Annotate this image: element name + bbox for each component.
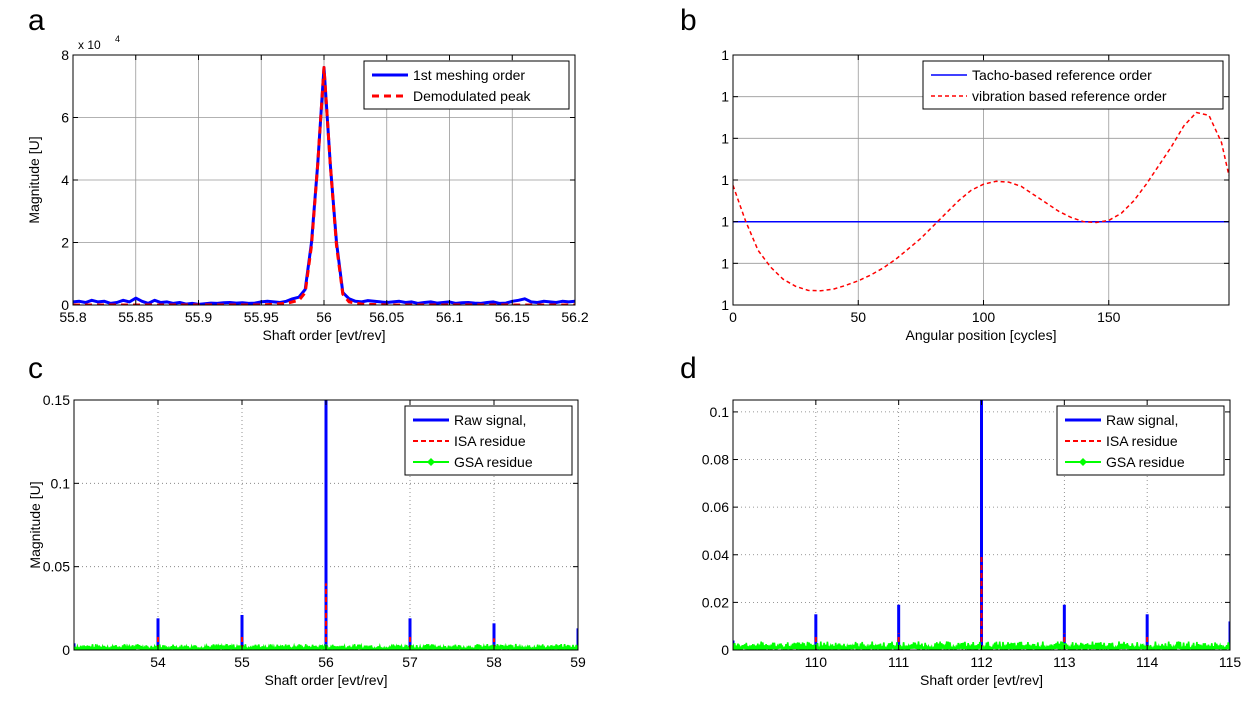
y-tick-label: 1 [721, 255, 729, 271]
y-tick-label: 1 [721, 172, 729, 188]
panel-letter: c [28, 352, 43, 385]
x-tick-label: 56.1 [436, 309, 463, 325]
y-tick-label: 1 [721, 47, 729, 63]
x-tick-label: 150 [1097, 309, 1121, 325]
legend-label: Raw signal, [454, 412, 526, 428]
y-tick-label: 6 [61, 110, 69, 126]
legend-box [363, 60, 570, 110]
y-tick-label: 0.04 [702, 547, 729, 563]
series-group [733, 111, 1229, 292]
x-tick-label: 56.2 [561, 309, 588, 325]
x-tick-label: 0 [729, 309, 737, 325]
legend-label: Tacho-based reference order [972, 67, 1152, 83]
y-tick-label: 0 [62, 642, 70, 658]
legend: Raw signal, ISA residue GSA residue [1056, 405, 1225, 476]
legend-label: ISA residue [1106, 433, 1178, 449]
x-tick-label: 55.85 [118, 309, 153, 325]
legend-label: vibration based reference order [972, 88, 1167, 104]
x-tick-label: 58 [486, 654, 502, 670]
x-tick-label: 57 [402, 654, 418, 670]
y-tick-label: 1 [721, 297, 729, 313]
legend-label: 1st meshing order [413, 67, 525, 83]
y-tick-label: 0 [61, 297, 69, 313]
y-tick-label: 0.1 [51, 475, 71, 491]
y-axis-label: Magnitude [U] [27, 481, 43, 568]
legend-label: GSA residue [1106, 454, 1185, 470]
x-tick-label: 56.05 [369, 309, 404, 325]
x-axis-label: Shaft order [evt/rev] [263, 327, 386, 343]
y-tick-label: 8 [61, 47, 69, 63]
x-tick-label: 114 [1136, 654, 1159, 670]
y-tick-label: 0.1 [710, 404, 730, 420]
x-tick-label: 55.95 [244, 309, 279, 325]
y-tick-label: 0.05 [43, 559, 70, 575]
y-tick-label: 4 [61, 172, 69, 188]
x-tick-label: 56 [318, 654, 334, 670]
series-vibration-based-reference-order-line [733, 111, 1229, 292]
legend-label: Raw signal, [1106, 412, 1178, 428]
y-tick-label: 0.06 [702, 499, 729, 515]
series-group [73, 66, 575, 305]
panel-letter: d [680, 352, 697, 385]
x-axis-label: Angular position [cycles] [906, 327, 1057, 343]
x-tick-label: 55.8 [59, 309, 86, 325]
legend-marker [1079, 458, 1087, 466]
x-tick-label: 56 [316, 309, 332, 325]
y-tick-label: 2 [61, 235, 69, 251]
x-tick-label: 100 [972, 309, 996, 325]
y-tick-label: 0.02 [702, 594, 729, 610]
x-tick-label: 111 [888, 654, 909, 670]
x-tick-label: 55 [234, 654, 250, 670]
x-tick-label: 55.9 [185, 309, 212, 325]
legend-label: Demodulated peak [413, 88, 532, 104]
x-tick-label: 115 [1219, 654, 1242, 670]
legend-box [922, 60, 1224, 110]
x-tick-label: 112 [970, 654, 993, 670]
panel-c: c 54 55 56 57 58 59 0 0.05 0.1 0.15 Shaft order [ev… [27, 352, 586, 688]
y-multiplier-exponent: 4 [115, 34, 120, 44]
y-tick-label: 1 [721, 214, 729, 230]
x-tick-label: 113 [1053, 654, 1076, 670]
series-demodulated-peak-line [73, 66, 575, 305]
x-axis-label: Shaft order [evt/rev] [265, 672, 388, 688]
legend-label: ISA residue [454, 433, 526, 449]
x-tick-label: 59 [570, 654, 586, 670]
y-tick-label: 0 [721, 642, 729, 658]
y-tick-label: 0.15 [43, 392, 70, 408]
x-tick-label: 54 [150, 654, 166, 670]
panel-a: a 55.8 55.85 55.9 55.95 56 56.05 56.1 56.15 56.2 0… [26, 4, 589, 343]
panel-d: d 110 111 112 113 114 115 0 0.02 0.04 0.06 0.08 0.1 S… [680, 352, 1241, 688]
legend: Tacho-based reference order vibration bas… [922, 60, 1224, 110]
legend-marker [427, 458, 435, 466]
legend: 1st meshing order Demodulated peak [363, 60, 570, 110]
x-tick-label: 50 [850, 309, 866, 325]
panel-letter: b [680, 4, 697, 37]
y-tick-label: 1 [721, 89, 729, 105]
x-tick-label: 110 [805, 654, 828, 670]
y-multiplier: x 10 [78, 38, 101, 52]
legend: Raw signal, ISA residue GSA residue [404, 405, 573, 476]
x-axis-label: Shaft order [evt/rev] [920, 672, 1043, 688]
panel-letter: a [28, 4, 45, 37]
y-tick-label: 0.08 [702, 452, 729, 468]
legend-label: GSA residue [454, 454, 533, 470]
panel-b: b 0 50 100 150 1 1 1 1 1 1 1 Angular position [cycle… [680, 4, 1230, 343]
x-tick-label: 56.15 [495, 309, 530, 325]
y-axis-label: Magnitude [U] [26, 136, 42, 223]
y-tick-label: 1 [721, 130, 729, 146]
